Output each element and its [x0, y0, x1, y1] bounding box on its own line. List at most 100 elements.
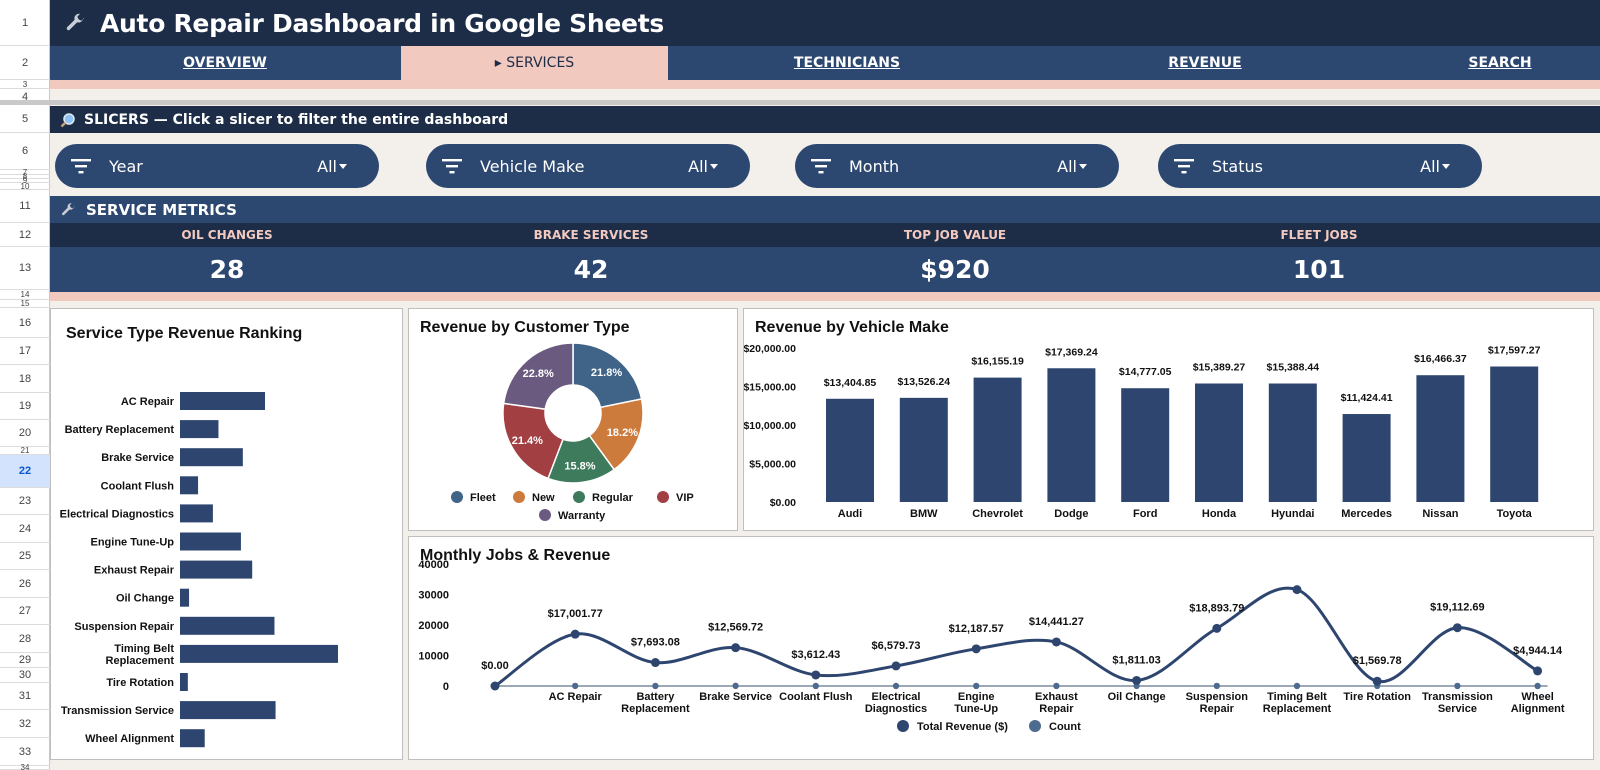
tab-overview[interactable]: OVERVIEW	[183, 55, 267, 71]
bar[interactable]	[1121, 388, 1170, 502]
row-number[interactable]: 20	[0, 420, 50, 447]
tab-services[interactable]: ▸ SERVICES	[401, 46, 668, 80]
revenue-point[interactable]	[731, 643, 741, 653]
row-number[interactable]: 33	[0, 738, 50, 766]
bar[interactable]	[180, 588, 190, 607]
pie-slice[interactable]	[502, 402, 564, 480]
count-point[interactable]	[572, 682, 579, 690]
row-number[interactable]: 5	[0, 105, 50, 133]
row-number[interactable]: 16	[0, 308, 50, 338]
revenue-point[interactable]	[490, 681, 500, 691]
tab-search[interactable]: SEARCH	[1468, 55, 1532, 71]
row-number[interactable]: 11	[0, 190, 50, 223]
slicer-status[interactable]: Status All	[1158, 144, 1482, 188]
count-point[interactable]	[1534, 682, 1541, 690]
row-number[interactable]: 18	[0, 365, 50, 393]
count-point[interactable]	[973, 682, 980, 690]
row-number[interactable]: 13	[0, 247, 50, 290]
y-tick-label: 10000	[418, 651, 449, 663]
bar[interactable]	[899, 397, 948, 502]
bar[interactable]	[1342, 414, 1391, 502]
row-number[interactable]: 21	[0, 446, 50, 455]
row-number[interactable]: 17	[0, 338, 50, 365]
tab-revenue[interactable]: REVENUE	[1168, 55, 1242, 71]
row-number[interactable]: 6	[0, 133, 50, 170]
row-number[interactable]: 31	[0, 683, 50, 710]
count-point[interactable]	[812, 682, 819, 690]
row-number[interactable]: 19	[0, 393, 50, 420]
frozen-divider[interactable]	[0, 100, 1600, 105]
revenue-point[interactable]	[1051, 637, 1061, 647]
revenue-point[interactable]	[1372, 676, 1382, 686]
revenue-point[interactable]	[1212, 623, 1222, 633]
revenue-point[interactable]	[971, 644, 981, 654]
slicer-vehicle-make[interactable]: Vehicle Make All	[426, 144, 750, 188]
row-number[interactable]: 1	[0, 0, 50, 46]
count-point[interactable]	[1213, 682, 1220, 690]
bar[interactable]	[180, 701, 276, 720]
pie-slice[interactable]	[502, 342, 574, 410]
revenue-point[interactable]	[1533, 666, 1543, 676]
row-number[interactable]: 24	[0, 515, 50, 543]
bar[interactable]	[1268, 383, 1317, 502]
bar[interactable]	[973, 377, 1022, 502]
revenue-point[interactable]	[1132, 675, 1142, 685]
row-number[interactable]: 27	[0, 598, 50, 625]
bar[interactable]	[180, 448, 243, 467]
bar[interactable]	[180, 504, 213, 523]
bar[interactable]	[180, 673, 188, 691]
slicer-year[interactable]: Year All	[55, 144, 379, 188]
bar[interactable]	[1195, 383, 1243, 502]
customer-type-panel[interactable]: Revenue by Customer Type 21.8% 18.2% 15.8%…	[408, 308, 738, 531]
monthly-jobs-panel[interactable]: Monthly Jobs & Revenue 0 10000 20000 30000 4…	[408, 536, 1594, 760]
bar[interactable]	[180, 420, 219, 439]
bar[interactable]	[180, 729, 205, 748]
count-point[interactable]	[1053, 682, 1060, 690]
tab-technicians[interactable]: TECHNICIANS	[793, 55, 901, 71]
revenue-point[interactable]	[811, 670, 821, 680]
revenue-line[interactable]	[494, 586, 1539, 688]
revenue-point[interactable]	[1292, 585, 1302, 595]
revenue-point[interactable]	[891, 661, 901, 671]
pie-slice[interactable]	[572, 342, 643, 409]
count-point[interactable]	[1293, 682, 1301, 690]
revenue-point[interactable]	[570, 629, 580, 639]
bar[interactable]	[180, 532, 241, 551]
bar[interactable]	[180, 392, 266, 410]
bar[interactable]	[1416, 375, 1465, 502]
row-number[interactable]: 7	[0, 168, 50, 177]
row-number[interactable]: 8	[0, 172, 50, 181]
row-number[interactable]: 29	[0, 653, 50, 668]
bar[interactable]	[180, 560, 253, 579]
bar[interactable]	[180, 476, 199, 495]
bar[interactable]	[1490, 366, 1539, 502]
row-number[interactable]: 14	[0, 290, 50, 300]
revenue-point[interactable]	[650, 658, 660, 668]
row-number[interactable]: 22	[0, 455, 50, 488]
row-number[interactable]: 34	[0, 763, 50, 770]
row-number[interactable]: 2	[0, 46, 50, 80]
row-number[interactable]: 25	[0, 543, 50, 570]
vehicle-make-panel[interactable]: Revenue by Vehicle Make $0.00 $5,000.00 $1…	[743, 308, 1594, 531]
service-revenue-ranking-panel[interactable]: Service Type Revenue Ranking AC Repair Ba…	[50, 308, 403, 760]
row-number[interactable]: 26	[0, 570, 50, 598]
revenue-point[interactable]	[1452, 623, 1462, 633]
row-number[interactable]: 28	[0, 625, 50, 653]
slicer-month[interactable]: Month All	[795, 144, 1119, 188]
count-point[interactable]	[1454, 682, 1461, 690]
bar[interactable]	[826, 398, 874, 502]
row-number[interactable]: 32	[0, 710, 50, 738]
bar[interactable]	[1047, 368, 1096, 502]
bar[interactable]	[180, 616, 275, 635]
row-number[interactable]: 3	[0, 80, 50, 89]
row-number[interactable]: 30	[0, 668, 50, 683]
row-number[interactable]: 12	[0, 223, 50, 247]
row-number[interactable]: 23	[0, 488, 50, 515]
bar[interactable]	[180, 644, 338, 663]
count-point[interactable]	[732, 682, 739, 690]
row-number[interactable]: 10	[0, 182, 50, 191]
row-number[interactable]: 9	[0, 176, 50, 185]
row-number[interactable]: 15	[0, 299, 50, 308]
count-point[interactable]	[892, 682, 900, 690]
count-point[interactable]	[652, 682, 659, 690]
